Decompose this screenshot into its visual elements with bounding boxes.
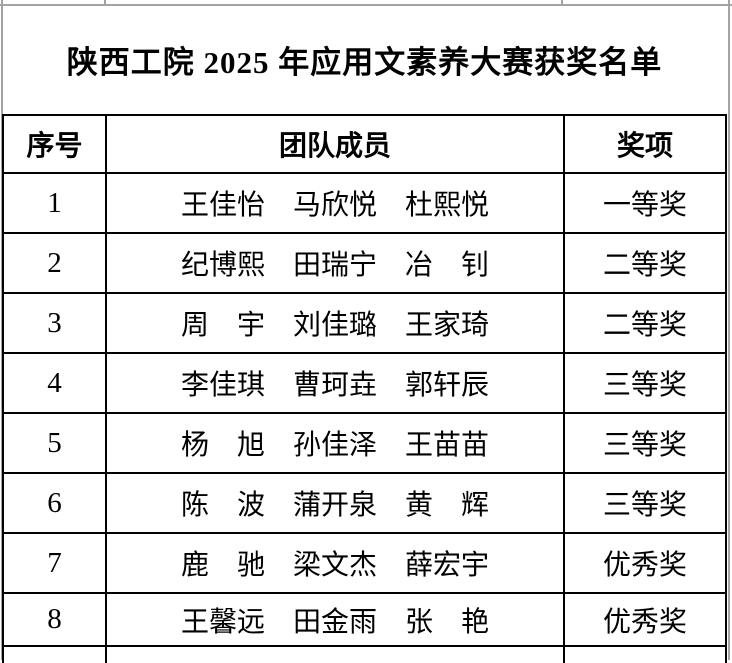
- cell-members: 杨 旭 孙佳泽 王苗苗: [105, 414, 563, 472]
- cell-award: 二等奖: [563, 294, 725, 352]
- cell-no: 4: [47, 366, 62, 399]
- table-row: 2 纪博熙 田瑞宁 冶 钊 二等奖: [4, 234, 725, 294]
- table-row: 8 王馨远 田金雨 张 艳 优秀奖: [4, 594, 725, 647]
- cell-award: 优秀奖: [563, 594, 725, 645]
- gridline-stub-col1: [104, 0, 106, 4]
- cell-award: 三等奖: [563, 414, 725, 472]
- cell-award: 三等奖: [563, 474, 725, 532]
- table-row: 5 杨 旭 孙佳泽 王苗苗 三等奖: [4, 414, 725, 474]
- header-cell-award: 奖项: [563, 116, 725, 172]
- cell-no-partial: [4, 647, 105, 663]
- cell-no: 8: [47, 603, 62, 635]
- cell-members: 周 宇 刘佳璐 王家琦: [105, 294, 563, 352]
- gridline-top: [0, 4, 732, 6]
- cell-no: 3: [47, 306, 62, 339]
- cell-award-partial: [563, 647, 725, 663]
- cell-members: 鹿 驰 梁文杰 薛宏宇: [105, 534, 563, 592]
- cell-members: 王佳怡 马欣悦 杜熙悦: [105, 174, 563, 232]
- cell-award: 优秀奖: [563, 534, 725, 592]
- table-row-partial: [4, 647, 725, 663]
- cell-members: 陈 波 蒲开泉 黄 辉: [105, 474, 563, 532]
- table-row: 7 鹿 驰 梁文杰 薛宏宇 优秀奖: [4, 534, 725, 594]
- table-title-block: 陕西工院 2025 年应用文素养大赛获奖名单: [2, 4, 727, 114]
- header-cell-members: 团队成员: [105, 116, 563, 172]
- award-table: 陕西工院 2025 年应用文素养大赛获奖名单 序号 团队成员 奖项 1 王佳怡 …: [2, 4, 727, 663]
- gridline-right: [728, 0, 730, 660]
- cell-no: 5: [47, 426, 62, 459]
- cell-award: 三等奖: [563, 354, 725, 412]
- cell-award: 一等奖: [563, 174, 725, 232]
- cell-no: 7: [47, 546, 62, 579]
- gridline-stub-col2: [561, 0, 563, 4]
- table-row: 1 王佳怡 马欣悦 杜熙悦 一等奖: [4, 174, 725, 234]
- cell-members: 王馨远 田金雨 张 艳: [105, 594, 563, 645]
- cell-no: 2: [47, 246, 62, 279]
- cell-members-partial: [105, 647, 563, 663]
- cell-award: 二等奖: [563, 234, 725, 292]
- table-row: 3 周 宇 刘佳璐 王家琦 二等奖: [4, 294, 725, 354]
- cell-no: 1: [47, 186, 62, 219]
- cell-members: 纪博熙 田瑞宁 冶 钊: [105, 234, 563, 292]
- document-title: 陕西工院 2025 年应用文素养大赛获奖名单: [66, 44, 663, 80]
- cell-no: 6: [47, 486, 62, 519]
- table-header-row: 序号 团队成员 奖项: [4, 116, 725, 174]
- table-row: 4 李佳琪 曹珂垚 郭轩辰 三等奖: [4, 354, 725, 414]
- table-grid: 序号 团队成员 奖项 1 王佳怡 马欣悦 杜熙悦 一等奖 2 纪博熙 田瑞宁 冶…: [2, 114, 727, 663]
- header-cell-no: 序号: [26, 131, 83, 162]
- cell-members: 李佳琪 曹珂垚 郭轩辰: [105, 354, 563, 412]
- table-row: 6 陈 波 蒲开泉 黄 辉 三等奖: [4, 474, 725, 534]
